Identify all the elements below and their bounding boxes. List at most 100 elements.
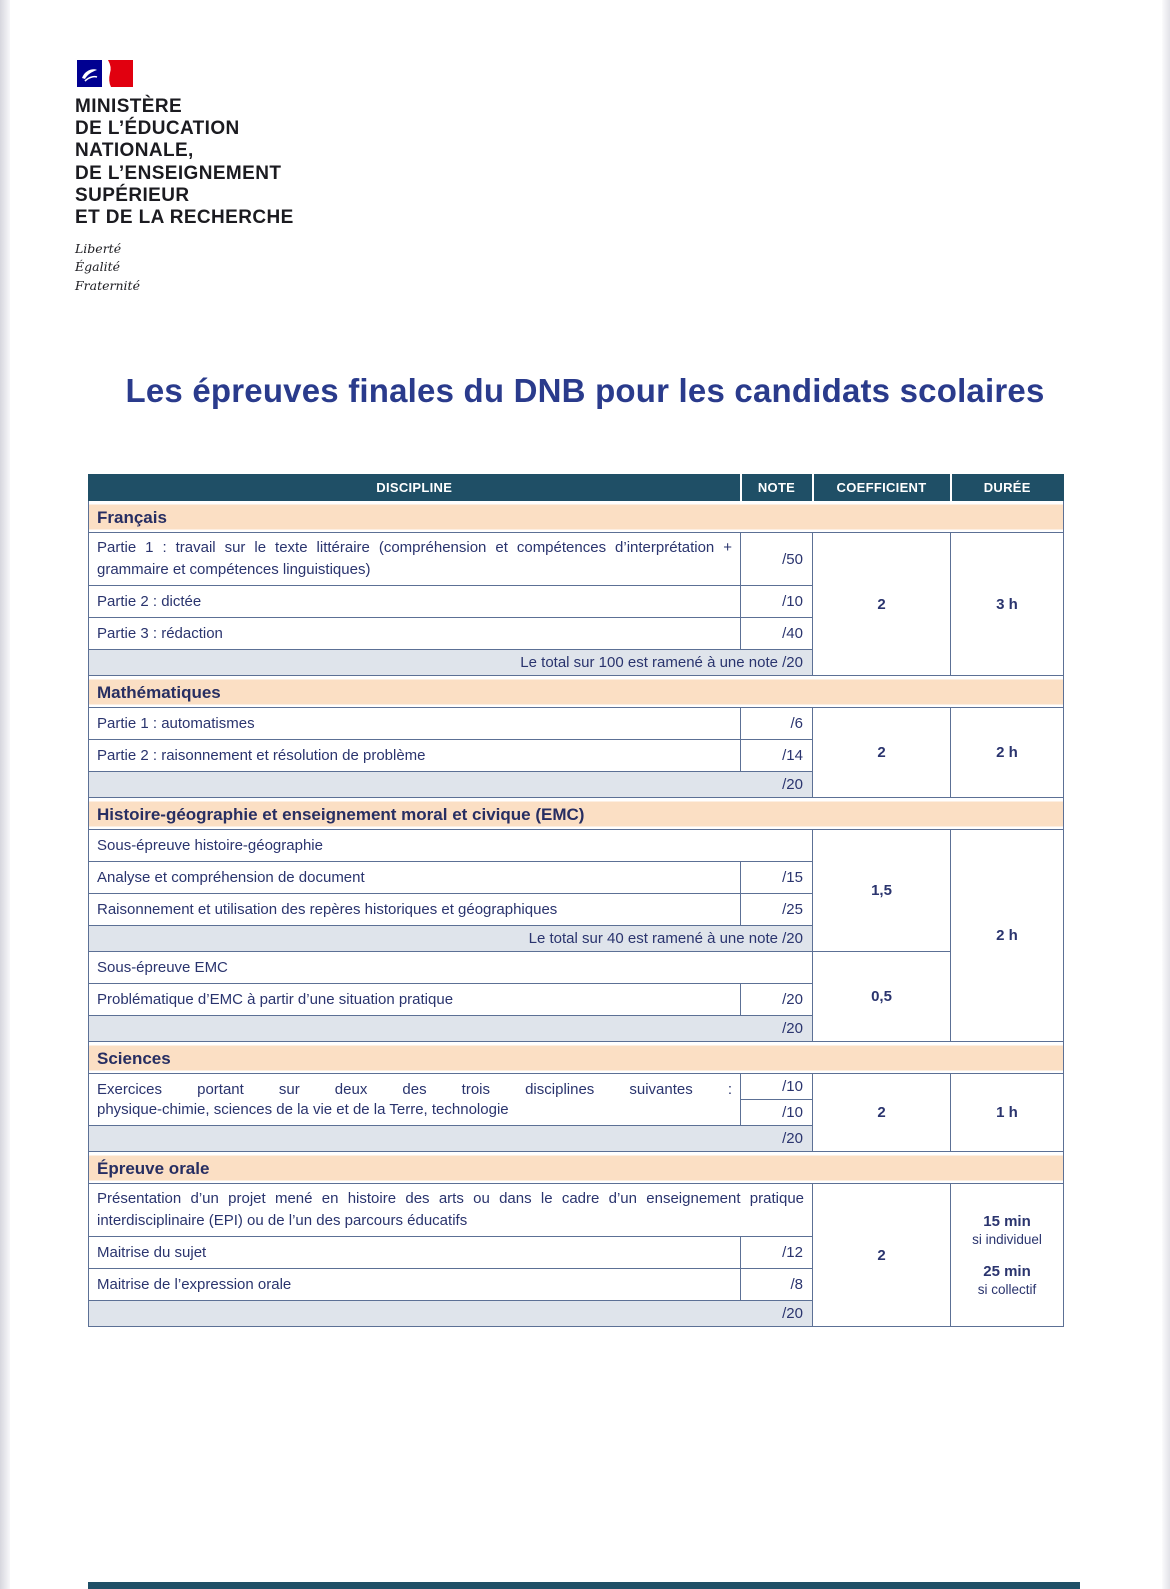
page-title: Les épreuves finales du DNB pour les can…: [125, 372, 1045, 409]
ministry-block: MINISTÈRE DE L’ÉDUCATION NATIONALE, DE L…: [75, 60, 294, 295]
note-cell: /10: [740, 585, 813, 618]
note-cell: /50: [740, 532, 813, 586]
section-header-histoire-geo-emc: Histoire-géographie et enseignement mora…: [88, 797, 1064, 830]
ministry-name-line: NATIONALE,: [75, 140, 194, 162]
table-row: Sous-épreuve EMC 0,5: [88, 951, 1064, 1042]
ministry-name: MINISTÈRE DE L’ÉDUCATION NATIONALE, DE L…: [75, 96, 294, 229]
duration-cell: 3 h: [950, 532, 1064, 676]
duration-cell: 1 h: [950, 1073, 1064, 1152]
total-cell: /20: [88, 1300, 813, 1327]
row-label: Maitrise de l’expression orale: [88, 1268, 741, 1301]
row-label-line: physique-chimie, sciences de la vie et d…: [97, 1100, 509, 1118]
note-cell: /15: [740, 861, 813, 894]
row-label: Partie 1 : automatismes: [88, 707, 741, 740]
section-title: Épreuve orale: [88, 1151, 1064, 1184]
note-cell: /20: [740, 983, 813, 1016]
row-label: Partie 1 : travail sur le texte littérai…: [88, 532, 741, 586]
row-label: Partie 2 : raisonnement et résolution de…: [88, 739, 741, 772]
note-cell: /6: [740, 707, 813, 740]
row-label: Raisonnement et utilisation des repères …: [88, 893, 741, 926]
row-label: Partie 2 : dictée: [88, 585, 741, 618]
note-cell: /40: [740, 617, 813, 650]
total-cell: /20: [88, 1015, 813, 1042]
row-label: Partie 3 : rédaction: [88, 617, 741, 650]
table-row: Partie 1 : travail sur le texte littérai…: [88, 532, 1064, 676]
page-right-edge-shadow: [1162, 0, 1170, 1589]
total-row: /20: [88, 771, 1064, 798]
table-row: Partie 2 : raisonnement et résolution de…: [88, 739, 1064, 772]
duration-primary-label: si individuel: [972, 1232, 1042, 1247]
table-row: Problématique d’EMC à partir d’une situa…: [88, 983, 1064, 1016]
total-cell: Le total sur 100 est ramené à une note /…: [88, 649, 813, 676]
duration-primary: 15 min: [983, 1213, 1031, 1230]
section-header-francais: Français: [88, 500, 1064, 533]
next-page-table-edge: [88, 1582, 1080, 1589]
motto-line: Liberté: [75, 241, 122, 257]
note-cell: /25: [740, 893, 813, 926]
coefficient-cell: 2: [812, 707, 951, 798]
section-header-sciences: Sciences: [88, 1041, 1064, 1074]
row-label: Sous-épreuve histoire-géographie: [88, 829, 813, 862]
ministry-name-line: SUPÉRIEUR: [75, 184, 190, 206]
coefficient-cell: 2: [812, 1073, 951, 1152]
col-header-discipline: DISCIPLINE: [88, 474, 741, 501]
coefficient-cell: 1,5: [812, 829, 951, 952]
section-header-epreuve-orale: Épreuve orale: [88, 1151, 1064, 1184]
row-label: Problématique d’EMC à partir d’une situa…: [88, 983, 741, 1016]
ministry-name-line: DE L’ÉDUCATION: [75, 118, 240, 140]
table-row: /10: [89, 1099, 1064, 1126]
table-row: Présentation d’un projet mené en histoir…: [88, 1183, 1064, 1327]
table-row: Partie 1 : automatismes /6 2 2 h: [88, 707, 1064, 798]
section-title: Sciences: [88, 1041, 1064, 1074]
duration-cell: 15 min si individuel 25 min si collectif: [950, 1183, 1064, 1327]
note-cell: /12: [740, 1236, 813, 1269]
motto-line: Égalité: [75, 259, 120, 275]
col-header-coefficient: COEFFICIENT: [811, 474, 951, 501]
section-title: Histoire-géographie et enseignement mora…: [88, 797, 1064, 830]
motto-line: Fraternité: [75, 277, 140, 293]
marianne-wing-icon: [82, 69, 97, 79]
table-header-row: DISCIPLINE NOTE COEFFICIENT DURÉE: [88, 474, 1064, 501]
row-label: Exercices portant sur deux des trois dis…: [88, 1073, 741, 1126]
table-row: Maitrise de l’expression orale /8: [88, 1268, 1064, 1301]
total-cell: Le total sur 40 est ramené à une note /2…: [88, 925, 813, 952]
duration-secondary: 25 min: [983, 1263, 1031, 1280]
row-label: Analyse et compréhension de document: [88, 861, 741, 894]
coefficient-cell: 2: [812, 532, 951, 676]
row-label: Maitrise du sujet: [88, 1236, 741, 1269]
row-label: Présentation d’un projet mené en histoir…: [88, 1183, 813, 1237]
col-header-duree: DURÉE: [949, 474, 1064, 501]
note-cell: /14: [740, 739, 813, 772]
note-cell: /8: [740, 1268, 813, 1301]
note-cell: /10: [740, 1073, 813, 1100]
note-cell: /10: [740, 1099, 813, 1126]
section-title: Français: [88, 500, 1064, 533]
marianne-profile-icon: [108, 60, 111, 87]
total-cell: /20: [88, 1125, 813, 1152]
table-row: Maitrise du sujet /12: [88, 1236, 1064, 1269]
section-title: Mathématiques: [88, 675, 1064, 708]
flag-red-panel: [108, 60, 133, 87]
col-header-note: NOTE: [739, 474, 813, 501]
total-cell: /20: [88, 771, 813, 798]
table-row: Exercices portant sur deux des trois dis…: [88, 1073, 1064, 1152]
section-header-mathematiques: Mathématiques: [88, 675, 1064, 708]
coefficient-cell: 0,5: [812, 951, 951, 1042]
coefficient-cell: 2: [812, 1183, 951, 1327]
french-flag-logo: [77, 60, 133, 87]
ministry-name-line: DE L’ENSEIGNEMENT: [75, 162, 282, 184]
dnb-exams-table: DISCIPLINE NOTE COEFFICIENT DURÉE França…: [88, 474, 1064, 1327]
page-left-edge-shadow: [0, 0, 10, 1589]
marianne-stroke-icon: [84, 75, 98, 82]
duration-cell: 2 h: [950, 707, 1064, 798]
row-label: Sous-épreuve EMC: [88, 951, 813, 984]
duration-secondary-label: si collectif: [977, 1282, 1037, 1297]
duration-cell: 2 h: [950, 829, 1064, 1042]
total-row: /20: [88, 1300, 1064, 1327]
table-row: Sous-épreuve histoire-géographie 1,5 2 h: [88, 829, 1064, 1042]
republic-motto: Liberté Égalité Fraternité: [75, 240, 294, 294]
ministry-name-line: MINISTÈRE: [75, 96, 183, 117]
ministry-name-line: ET DE LA RECHERCHE: [75, 207, 294, 229]
row-label-line: Exercices portant sur deux des trois dis…: [97, 1081, 732, 1098]
